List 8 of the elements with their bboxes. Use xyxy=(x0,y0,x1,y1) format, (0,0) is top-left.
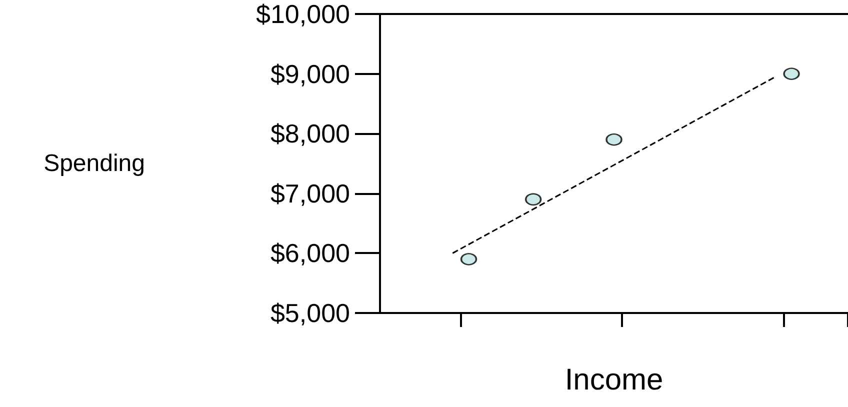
y-tick-label: $5,000 xyxy=(270,298,350,328)
x-axis-title: Income xyxy=(564,364,664,396)
y-tick-label: $10,000 xyxy=(256,0,350,29)
y-tick-label: $7,000 xyxy=(270,178,350,208)
y-tick-label: $6,000 xyxy=(270,238,350,268)
y-tick-label: $9,000 xyxy=(270,58,350,89)
y-tick-label: $8,000 xyxy=(270,118,350,149)
y-axis-title: Spending xyxy=(44,150,145,177)
